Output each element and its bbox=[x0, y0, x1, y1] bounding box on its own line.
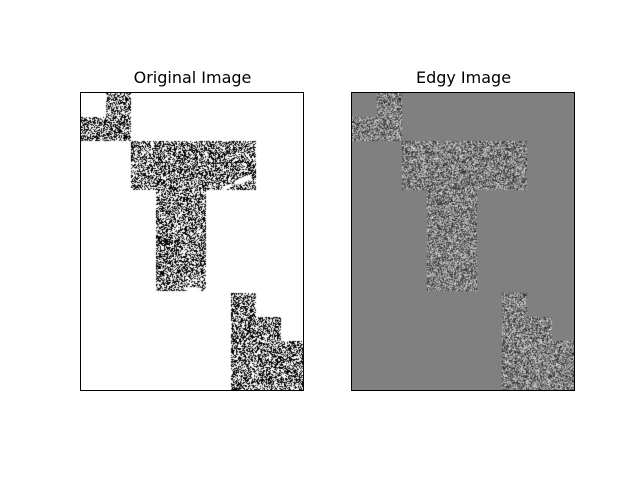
original-image-canvas bbox=[81, 93, 303, 390]
original-image-panel bbox=[80, 92, 304, 391]
edgy-image-canvas bbox=[352, 93, 574, 390]
original-image-title: Original Image bbox=[133, 68, 252, 87]
edgy-image-panel bbox=[351, 92, 575, 391]
edgy-image-title: Edgy Image bbox=[415, 68, 512, 87]
